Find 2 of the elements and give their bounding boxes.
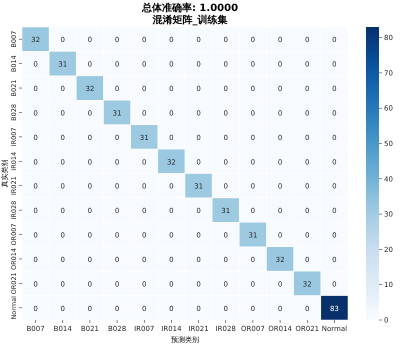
chart-subtitle: 混淆矩阵_训练集 [152,14,228,26]
chart-title: 总体准确率: 1.0000 [140,2,238,14]
